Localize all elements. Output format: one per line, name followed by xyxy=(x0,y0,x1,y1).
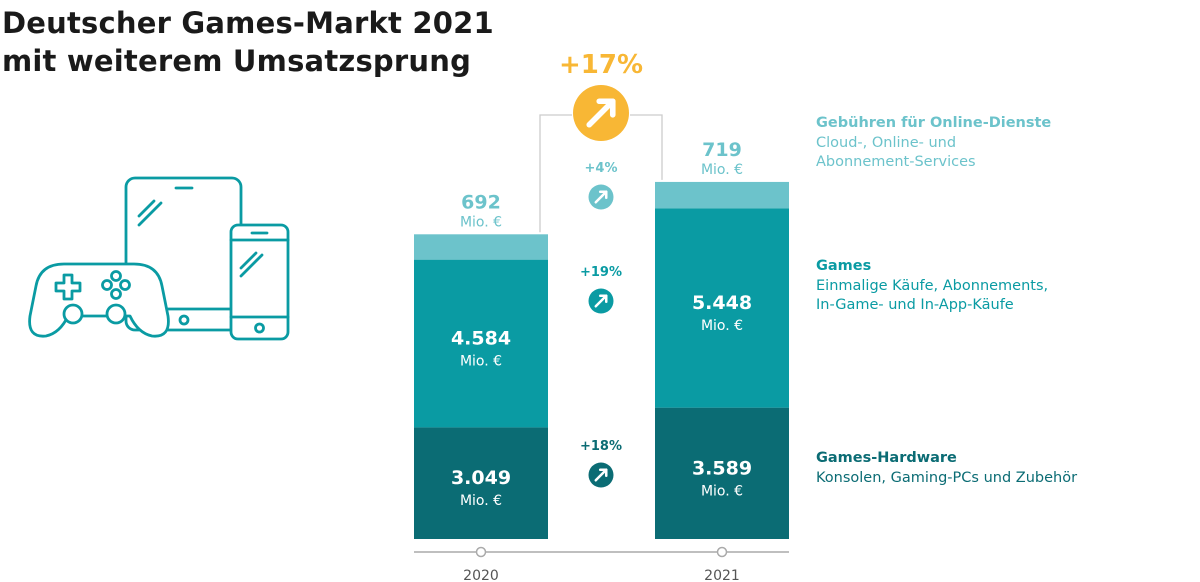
total-growth-label: +17% xyxy=(559,50,643,80)
devices-illustration xyxy=(28,176,290,341)
legend-title: Games-Hardware xyxy=(816,450,957,466)
unit-label-hardware-2020: Mio. € xyxy=(460,493,502,509)
legend-title: Gebühren für Online-Dienste xyxy=(816,115,1052,131)
legend-description: Cloud-, Online- und xyxy=(816,134,957,151)
value-label-online-2020: 692 xyxy=(461,191,501,213)
page-title: Deutscher Games-Markt 2021 mit weiterem … xyxy=(2,4,494,80)
legend-description: Konsolen, Gaming-PCs und Zubehör xyxy=(816,469,1078,486)
bar-games-2021 xyxy=(655,208,789,408)
legend-description: Einmalige Käufe, Abonnements, xyxy=(816,277,1049,294)
legend-item-hardware: Games-Hardware Konsolen, Gaming-PCs und Z… xyxy=(816,449,1186,488)
arrow-up-right-icon xyxy=(573,85,629,141)
bar-hardware-2021 xyxy=(655,407,789,539)
growth-label-online: +4% xyxy=(585,161,618,176)
arrow-up-right-icon xyxy=(588,288,614,314)
x-tick-2021 xyxy=(716,546,728,558)
legend-description: Abonnement-Services xyxy=(816,154,976,170)
legend-description: In-Game- und In-App-Käufe xyxy=(816,297,1014,313)
bar-online-2020 xyxy=(414,234,548,260)
unit-label-hardware-2021: Mio. € xyxy=(701,483,743,499)
bracket-right xyxy=(630,114,663,180)
bracket-left xyxy=(539,114,572,233)
bar-online-2021 xyxy=(655,181,789,209)
growth-label-games: +19% xyxy=(580,265,622,280)
x-tick-label-2021: 2021 xyxy=(704,568,740,582)
unit-label-online-2020: Mio. € xyxy=(460,214,502,230)
value-label-online-2021: 719 xyxy=(702,139,742,161)
title-line-1: Deutscher Games-Markt 2021 xyxy=(2,6,494,40)
legend-title: Games xyxy=(816,258,872,274)
unit-label-games-2020: Mio. € xyxy=(460,354,502,370)
value-label-games-2021: 5.448 xyxy=(692,292,752,314)
arrow-up-right-icon xyxy=(588,184,614,210)
x-tick-label-2020: 2020 xyxy=(463,568,499,582)
x-tick-2020 xyxy=(475,546,487,558)
gamepad-icon xyxy=(28,262,170,338)
legend-item-games: Games Einmalige Käufe, Abonnements, In-Gam… xyxy=(816,257,1186,316)
legend-item-online: Gebühren für Online-Dienste Cloud-, Onlin… xyxy=(816,114,1186,173)
value-label-hardware-2020: 3.049 xyxy=(451,467,511,489)
value-label-games-2020: 4.584 xyxy=(451,328,511,350)
bar-games-2020 xyxy=(414,259,548,428)
bar-hardware-2020 xyxy=(414,427,548,539)
title-line-2: mit weiterem Umsatzsprung xyxy=(2,44,472,78)
unit-label-games-2021: Mio. € xyxy=(701,318,743,334)
unit-label-online-2021: Mio. € xyxy=(701,162,743,178)
smartphone-icon xyxy=(229,223,290,341)
growth-label-hardware: +18% xyxy=(580,439,622,454)
value-label-hardware-2021: 3.589 xyxy=(692,457,752,479)
arrow-up-right-icon xyxy=(588,462,614,488)
